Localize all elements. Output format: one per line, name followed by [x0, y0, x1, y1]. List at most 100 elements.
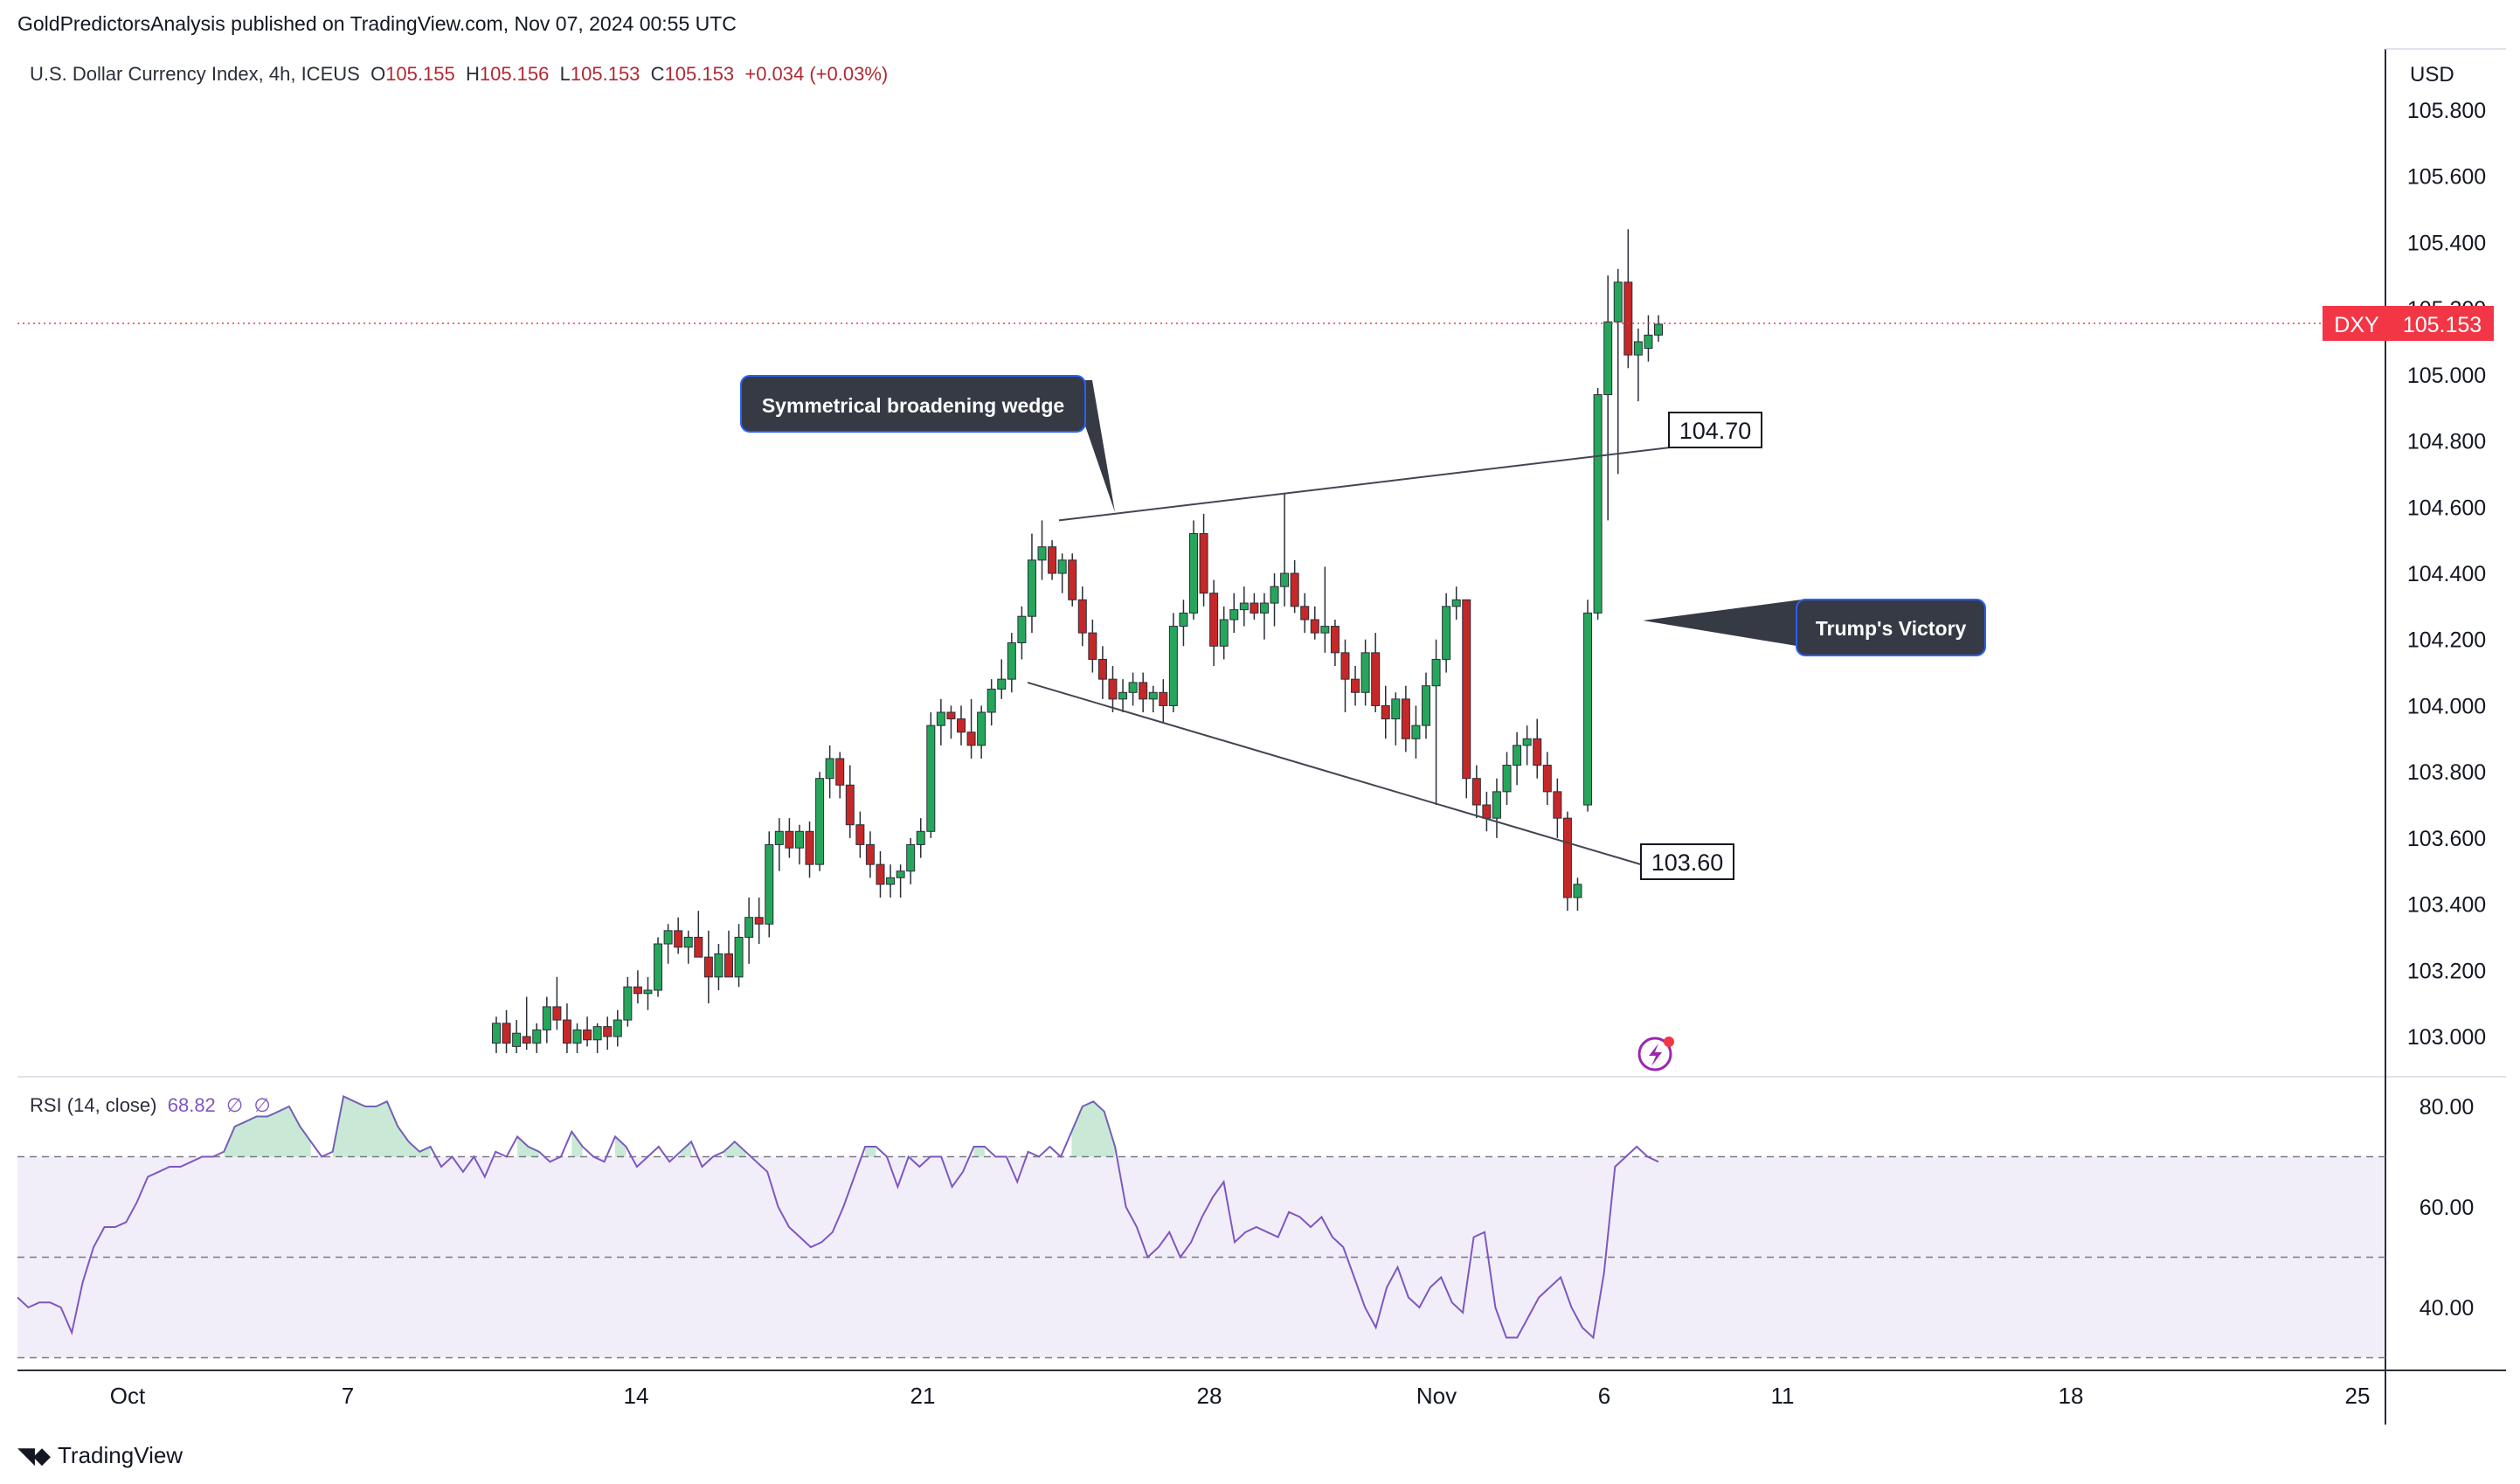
candle [754, 898, 764, 944]
candle-body [694, 936, 703, 958]
candle [1219, 606, 1229, 660]
candle-body [1077, 599, 1087, 634]
candle-body [1007, 642, 1016, 680]
candle [1644, 315, 1653, 362]
lower-line-label-text: 103.60 [1651, 849, 1724, 876]
tradingview-logo-icon: ◥◆ [17, 1442, 51, 1468]
candle [562, 1003, 571, 1053]
lightning-icon[interactable] [1637, 1037, 1674, 1071]
candle-body [896, 870, 905, 878]
candle [603, 1016, 613, 1051]
candle [1088, 620, 1097, 673]
candle [946, 705, 956, 739]
candle [1250, 593, 1259, 620]
currency-selector[interactable]: USD [2410, 63, 2454, 87]
candle-body [1068, 559, 1077, 600]
candle-body [1250, 602, 1259, 614]
candle [1360, 639, 1370, 706]
price-badge[interactable]: DXY 105.153 [2323, 306, 2494, 341]
candle-body [683, 936, 693, 948]
candle [896, 864, 905, 898]
time-tick-label: 18 [2059, 1383, 2084, 1409]
candle [1553, 778, 1562, 838]
time-tick-label: Oct [110, 1383, 146, 1409]
candle-body [1381, 704, 1390, 720]
candle [1391, 692, 1401, 745]
time-tick-label: 25 [2345, 1383, 2371, 1409]
lower-line-label[interactable]: 103.60 [1640, 843, 1734, 880]
candle-body [532, 1029, 542, 1044]
candle-body [734, 936, 744, 978]
lower-line-label-box [1640, 843, 1734, 880]
upper-line-label-text: 104.70 [1679, 418, 1752, 444]
candle [936, 698, 945, 745]
candle [906, 837, 916, 884]
candle [987, 679, 996, 726]
candle [815, 772, 825, 871]
time-tick-label: 7 [342, 1383, 354, 1409]
candle [542, 996, 551, 1044]
candle-body [562, 1019, 571, 1044]
footer-brand[interactable]: ◥◆ TradingView [17, 1442, 183, 1469]
candle [703, 930, 713, 1004]
candle-body [623, 986, 633, 1021]
candle-body [926, 725, 936, 832]
candle [1037, 520, 1047, 580]
price-tick-label: 104.400 [2407, 562, 2486, 586]
candle-body [1492, 791, 1501, 819]
price-tick-label: 105.000 [2407, 364, 2486, 388]
candle [1522, 725, 1532, 766]
rsi-overbought-fill [723, 1141, 746, 1157]
time-tick-label: 11 [1771, 1383, 1795, 1409]
upper-line-label[interactable]: 104.70 [1668, 412, 1762, 448]
candle-body [744, 917, 754, 938]
candle-body [1139, 682, 1148, 700]
candle-body [946, 711, 956, 720]
time-tick-label: Nov [1416, 1383, 1457, 1409]
candle [1351, 666, 1360, 706]
candle-body [1159, 691, 1168, 706]
price-badge-value: 105.153 [2403, 313, 2482, 337]
symbol-legend: U.S. Dollar Currency Index, 4h, ICEUS O1… [30, 63, 888, 86]
candle-body [502, 1023, 511, 1044]
candle [1017, 606, 1027, 660]
candle-body [1189, 533, 1198, 614]
candle [1562, 811, 1572, 912]
candle [1108, 666, 1118, 712]
wedge-callout[interactable]: Symmetrical broadening wedge [740, 375, 1115, 512]
rsi-overbought-fill [865, 1147, 876, 1157]
candle-body [1048, 546, 1057, 574]
victory-callout-pointer [1643, 600, 1802, 647]
candle [1310, 606, 1319, 640]
candle [724, 930, 733, 978]
candle-body [805, 830, 814, 865]
candle-body [1199, 533, 1208, 594]
candle [966, 698, 976, 759]
candle-body [845, 784, 855, 826]
candle-body [1148, 691, 1158, 700]
candle [1401, 685, 1410, 752]
candle-body [1259, 602, 1269, 614]
price-tick-label: 103.200 [2407, 959, 2486, 983]
candle-body [774, 830, 784, 845]
candle-body [1522, 738, 1532, 746]
candle-body [1351, 678, 1360, 693]
price-tick-label: 104.800 [2407, 430, 2486, 454]
symbol-name[interactable]: U.S. Dollar Currency Index, 4h, ICEUS [30, 63, 360, 85]
lower-trendline [1027, 681, 1642, 866]
rsi-legend: RSI (14, close) 68.82 ∅ ∅ [30, 1094, 271, 1117]
candle [1048, 540, 1057, 580]
candle-body [542, 1006, 551, 1030]
wedge-callout-text: Symmetrical broadening wedge [762, 394, 1064, 417]
time-tick-label: 21 [910, 1383, 936, 1409]
candle-body [1239, 602, 1249, 611]
candle [1068, 553, 1077, 607]
victory-callout[interactable]: Trump's Victory [1643, 599, 1986, 656]
candle [1513, 732, 1522, 786]
candle-body [1300, 606, 1310, 621]
price-tick-label: 104.200 [2407, 628, 2486, 653]
candle [592, 1023, 602, 1053]
candle-body [765, 843, 774, 925]
rsi-label[interactable]: RSI (14, close) [30, 1094, 157, 1116]
